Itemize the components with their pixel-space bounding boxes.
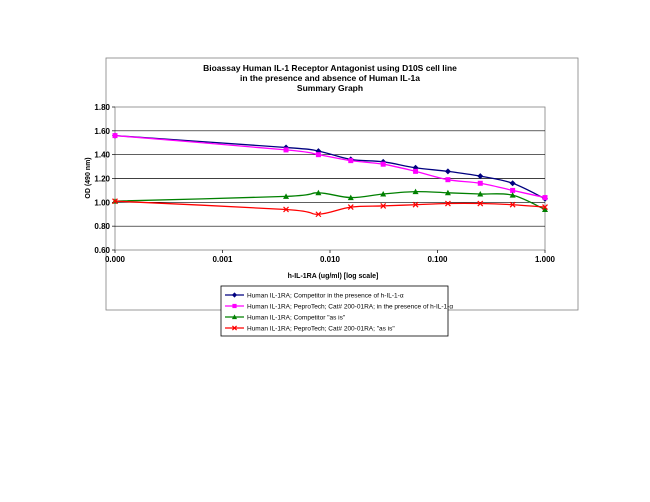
data-point (412, 201, 419, 208)
data-point (231, 314, 238, 320)
data-point (509, 201, 516, 208)
data-point (315, 152, 321, 158)
data-point (380, 161, 386, 167)
data-point (445, 177, 451, 183)
data-point (283, 193, 290, 199)
data-point (348, 158, 354, 164)
y-axis-ticks: 0.60 0.80 1.00 1.20 1.40 1.60 1.80 (94, 103, 115, 255)
data-point (315, 189, 322, 196)
series-2 (112, 133, 548, 201)
legend: Human IL-1RA; Competitor in the presence… (225, 292, 453, 333)
chart-title: Bioassay Human IL-1 Receptor Antagonist … (203, 63, 457, 93)
legend-entry: Human IL-1RA; PeproTech; Cat# 200-01RA; … (225, 325, 395, 333)
series-4 (112, 198, 548, 218)
x-tick-label: 0.100 (427, 255, 448, 264)
data-point (232, 303, 237, 309)
data-point (477, 173, 484, 180)
x-tick-label: 0.000 (105, 255, 126, 264)
data-point (477, 180, 483, 186)
data-point (347, 204, 354, 211)
data-point (283, 206, 289, 213)
data-point (542, 206, 548, 212)
data-point (444, 168, 451, 175)
legend-label: Human IL-1RA; PeproTech; Cat# 200-01RA; … (247, 326, 395, 333)
data-point (112, 198, 118, 205)
data-point (380, 190, 387, 197)
series-3 (112, 188, 548, 212)
data-point (112, 133, 118, 139)
data-point (509, 192, 516, 198)
legend-box (220, 285, 449, 337)
data-point (412, 188, 419, 195)
x-tick-label: 0.010 (320, 255, 341, 264)
data-point (380, 202, 387, 209)
y-tick-label: 1.40 (94, 151, 110, 160)
y-tick-label: 1.60 (94, 127, 110, 136)
data-point (542, 204, 548, 211)
chart-title-line-2: in the presence and absence of Human IL-… (240, 73, 420, 83)
data-point (542, 195, 548, 201)
data-point (231, 325, 238, 331)
data-point (413, 168, 419, 174)
data-point (477, 200, 484, 207)
y-tick-label: 0.80 (94, 222, 110, 231)
y-tick-label: 1.20 (94, 175, 110, 184)
x-axis-ticks: 0.000 0.001 0.010 0.100 1.000 (105, 250, 556, 264)
series-layer (112, 132, 548, 218)
legend-label: Human IL-1RA; Competitor "as is" (247, 315, 346, 322)
data-point (444, 200, 451, 207)
x-tick-label: 0.001 (212, 255, 233, 264)
data-point (347, 194, 354, 201)
data-point (315, 211, 322, 218)
y-tick-label: 1.00 (94, 198, 110, 207)
y-tick-label: 0.60 (94, 246, 110, 255)
legend-label: Human IL-1RA; PeproTech; Cat# 200-01RA; … (247, 304, 453, 311)
y-axis-title: OD (490 nm) (85, 157, 92, 198)
data-point (231, 292, 238, 298)
legend-entry: Human IL-1RA; Competitor in the presence… (225, 292, 404, 300)
data-point (283, 147, 289, 153)
chart-title-line-3: Summary Graph (297, 83, 363, 93)
data-point (510, 187, 516, 193)
x-axis-title: h-IL-1RA (ug/ml) [log scale] (288, 273, 379, 280)
chart-title-line-1: Bioassay Human IL-1 Receptor Antagonist … (203, 63, 457, 73)
x-tick-label: 1.000 (535, 255, 556, 264)
legend-label: Human IL-1RA; Competitor in the presence… (247, 293, 404, 300)
legend-entry: Human IL-1RA; PeproTech; Cat# 200-01RA; … (225, 304, 453, 311)
y-tick-label: 1.80 (94, 103, 110, 112)
legend-entry: Human IL-1RA; Competitor "as is" (225, 314, 346, 322)
data-point (477, 190, 484, 197)
data-point (444, 189, 451, 196)
data-point (509, 180, 516, 187)
